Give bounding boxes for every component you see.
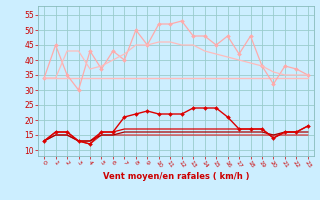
X-axis label: Vent moyen/en rafales ( km/h ): Vent moyen/en rafales ( km/h ) (103, 172, 249, 181)
